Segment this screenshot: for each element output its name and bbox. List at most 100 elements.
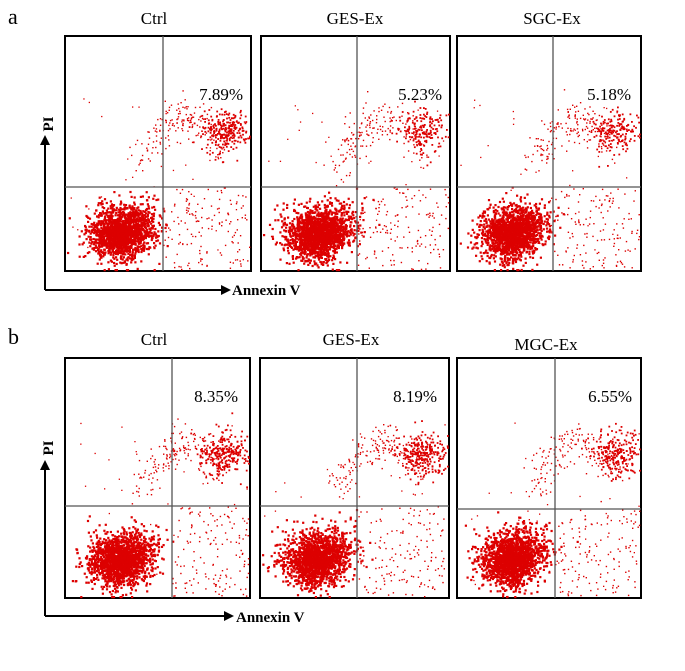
event-point — [402, 192, 404, 194]
event-point — [206, 251, 208, 253]
event-point — [135, 237, 138, 240]
event-point — [446, 129, 448, 131]
event-point — [190, 114, 193, 116]
event-point — [392, 127, 394, 129]
event-point — [118, 230, 121, 233]
event-point — [182, 129, 184, 132]
event-point — [314, 204, 317, 207]
event-point — [106, 211, 109, 214]
event-point — [387, 111, 389, 113]
event-point — [112, 211, 115, 214]
event-point — [147, 210, 150, 214]
event-point — [109, 253, 112, 256]
event-point — [375, 122, 378, 124]
event-point — [186, 199, 189, 201]
event-point — [114, 224, 117, 227]
event-point — [146, 231, 149, 234]
event-point — [283, 222, 286, 226]
event-point — [217, 154, 219, 156]
event-point — [149, 231, 152, 234]
event-point — [147, 143, 150, 145]
event-point — [535, 202, 538, 206]
event-point — [420, 268, 423, 271]
event-point — [241, 126, 244, 129]
event-point — [181, 188, 184, 191]
event-point — [407, 150, 410, 152]
event-point — [427, 262, 429, 265]
event-point — [108, 233, 111, 236]
event-point — [88, 225, 91, 228]
event-point — [235, 126, 238, 129]
event-point — [151, 219, 154, 223]
event-point — [208, 138, 210, 141]
event-point — [357, 264, 360, 266]
event-point — [123, 221, 126, 225]
event-point — [184, 107, 186, 109]
event-point — [511, 207, 514, 211]
event-point — [425, 196, 427, 199]
event-point — [358, 243, 361, 246]
event-point — [390, 112, 392, 114]
event-point — [142, 170, 144, 172]
event-point — [309, 254, 312, 257]
event-point — [130, 219, 133, 222]
event-point — [140, 245, 143, 248]
event-point — [338, 234, 341, 237]
event-point — [103, 269, 106, 272]
event-point — [173, 262, 176, 264]
event-point — [313, 251, 317, 254]
event-point — [120, 262, 123, 265]
event-point — [131, 233, 134, 236]
event-point — [100, 262, 103, 265]
event-point — [219, 133, 222, 136]
event-point — [520, 268, 523, 272]
event-point — [200, 245, 202, 248]
event-point — [167, 236, 170, 239]
event-point — [111, 229, 114, 232]
event-point — [403, 156, 405, 158]
event-point — [417, 128, 420, 131]
event-point — [307, 231, 310, 234]
event-point — [165, 256, 167, 258]
event-point — [427, 156, 430, 158]
event-point — [355, 221, 358, 224]
event-point — [387, 247, 390, 249]
event-point — [339, 241, 342, 244]
event-point — [349, 153, 351, 156]
event-point — [115, 212, 118, 215]
event-point — [125, 263, 128, 266]
event-point — [371, 132, 373, 134]
event-point — [344, 228, 347, 232]
event-point — [133, 254, 136, 258]
event-point — [428, 229, 431, 231]
event-point — [317, 215, 321, 218]
event-point — [445, 206, 447, 208]
event-point — [150, 222, 153, 225]
event-point — [330, 245, 334, 249]
event-point — [314, 211, 317, 214]
event-point — [322, 238, 325, 241]
event-point — [164, 226, 167, 230]
event-point — [322, 246, 325, 249]
event-point — [103, 248, 106, 251]
event-point — [297, 219, 300, 222]
event-point — [327, 211, 331, 214]
event-point — [400, 261, 403, 264]
event-point — [334, 167, 336, 169]
event-point — [121, 229, 124, 232]
event-point — [535, 213, 538, 217]
event-point — [136, 214, 139, 217]
event-point — [232, 148, 235, 150]
event-point — [281, 220, 284, 223]
event-point — [142, 221, 145, 225]
event-point — [232, 132, 235, 135]
event-point — [312, 241, 315, 244]
event-point — [348, 204, 351, 207]
event-point — [355, 216, 357, 218]
event-point — [141, 195, 144, 198]
event-point — [384, 103, 386, 105]
event-point — [300, 202, 303, 205]
event-point — [277, 219, 280, 222]
event-point — [349, 112, 351, 114]
event-point — [139, 225, 142, 228]
